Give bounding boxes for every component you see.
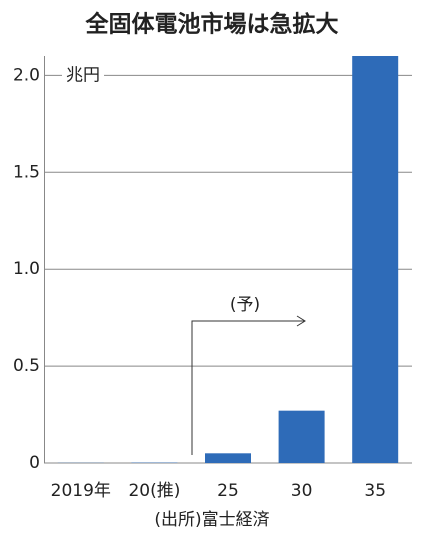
forecast-arrowhead xyxy=(296,315,306,327)
x-tick-label: 30 xyxy=(291,481,313,501)
source-note: (出所)富士経済 xyxy=(154,510,269,530)
forecast-bracket xyxy=(191,320,305,455)
y-tick-label: 0.5 xyxy=(13,356,40,376)
y-tick-label: 1.5 xyxy=(13,162,40,182)
bar xyxy=(205,453,251,463)
bar xyxy=(352,56,399,463)
unit-label-bg xyxy=(62,64,104,87)
x-tick-label: 25 xyxy=(217,481,239,501)
x-tick-label: 2019年 xyxy=(51,481,111,501)
chart-title: 全固体電池市場は急拡大 xyxy=(85,11,339,38)
y-tick-label: 1.0 xyxy=(13,259,40,279)
y-tick-label: 0 xyxy=(29,453,40,473)
x-tick-label: 35 xyxy=(364,481,386,501)
x-tick-label: 20(推) xyxy=(128,481,180,501)
bar xyxy=(278,410,325,463)
unit-label: 兆円 xyxy=(66,65,100,85)
y-tick-label: 2.0 xyxy=(13,65,40,85)
annotation: (予) xyxy=(230,295,260,315)
